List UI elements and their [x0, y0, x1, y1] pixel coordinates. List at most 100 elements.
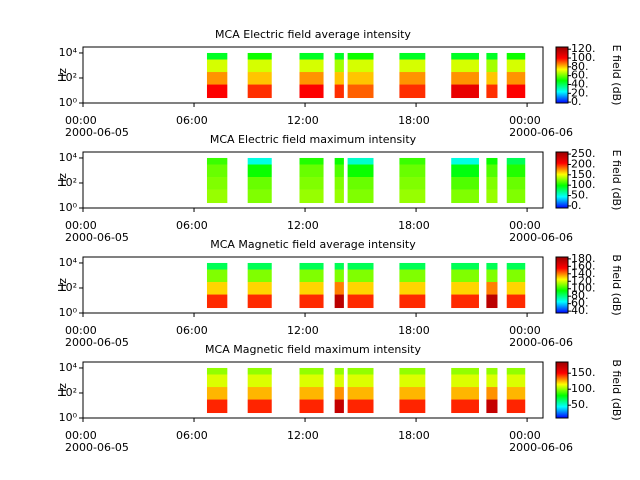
- spectrogram-cell: [299, 262, 324, 270]
- spectrogram-cell: [299, 367, 324, 375]
- x-tick-label: 00:00 2000-06-05: [65, 429, 129, 454]
- colorbar-tick-label: 40.: [571, 304, 589, 317]
- colorbar-tick-label: 180.: [571, 252, 596, 265]
- spectrogram-cell: [334, 282, 344, 295]
- colorbar-tick-label: 40.: [571, 77, 589, 90]
- y-axis-label: Hz: [56, 173, 69, 187]
- colorbar-tick-label: 80.: [571, 60, 589, 73]
- x-tick-label: 12:00: [287, 219, 319, 232]
- spectrogram-cell: [347, 157, 374, 165]
- spectrogram-cell: [347, 282, 374, 295]
- colorbar: [555, 256, 569, 314]
- spectrogram-cell: [399, 177, 426, 190]
- spectrogram-cell: [247, 72, 272, 85]
- spectrogram-cell: [486, 294, 498, 309]
- spectrogram-cell: [399, 269, 426, 283]
- spectrogram-cell: [347, 52, 374, 60]
- spectrogram-cell: [347, 269, 374, 283]
- spectrogram-cell: [451, 282, 479, 295]
- spectrogram-cell: [506, 52, 526, 60]
- colorbar-tick-label: 60.: [571, 297, 589, 310]
- spectrogram-cell: [299, 282, 324, 295]
- y-tick-label: 10⁰: [59, 411, 78, 424]
- x-tick-label: 18:00: [398, 324, 430, 337]
- spectrogram-cell: [247, 374, 272, 388]
- spectrogram-cell: [299, 189, 324, 204]
- spectrogram-cell: [206, 164, 228, 178]
- colorbar-label: E field (dB): [610, 45, 623, 106]
- spectrogram-cell: [334, 84, 344, 99]
- spectrogram-cell: [206, 52, 228, 60]
- spectrogram-cell: [506, 269, 526, 283]
- x-tick-label: 12:00: [287, 114, 319, 127]
- colorbar-label: B field (dB): [610, 254, 623, 315]
- colorbar-tick-label: 80.: [571, 289, 589, 302]
- spectrogram-cell: [347, 59, 374, 73]
- x-tick-label: 00:00 2000-06-05: [65, 324, 129, 349]
- colorbar-tick-label: 20.: [571, 86, 589, 99]
- spectrogram-cell: [247, 294, 272, 309]
- spectrogram-cell: [247, 282, 272, 295]
- spectrogram-cell: [334, 157, 344, 165]
- spectrogram-cell: [247, 269, 272, 283]
- spectrogram-cell: [206, 387, 228, 400]
- x-tick-label: 18:00: [398, 429, 430, 442]
- spectrogram-cell: [247, 367, 272, 375]
- y-tick-label: 10²: [59, 386, 77, 399]
- y-axis-label: Hz: [56, 383, 69, 397]
- spectrogram-cell: [451, 294, 479, 309]
- spectrogram-cell: [299, 399, 324, 414]
- spectrogram-cell: [399, 164, 426, 178]
- colorbar-tick-label: 50.: [571, 189, 589, 202]
- spectrogram-cell: [334, 164, 344, 178]
- spectrogram-cell: [347, 374, 374, 388]
- spectrogram-cell: [206, 157, 228, 165]
- spectrogram-cell: [206, 399, 228, 414]
- colorbar-tick-label: 160.: [571, 259, 596, 272]
- x-tick-label: 06:00: [176, 324, 208, 337]
- spectrogram-cell: [451, 374, 479, 388]
- chart-title: MCA Magnetic field maximum intensity: [205, 343, 421, 356]
- spectrogram-cell: [451, 177, 479, 190]
- spectrogram-cell: [247, 387, 272, 400]
- spectrogram-cell: [247, 84, 272, 99]
- spectrogram-cell: [347, 399, 374, 414]
- x-tick-label: 06:00: [176, 429, 208, 442]
- y-tick-label: 10⁰: [59, 306, 78, 319]
- spectrogram-cell: [334, 72, 344, 85]
- spectrogram-cell: [206, 262, 228, 270]
- spectrogram-cell: [451, 367, 479, 375]
- spectrogram-cell: [247, 177, 272, 190]
- spectrogram-cell: [451, 399, 479, 414]
- colorbar-tick-label: 100.: [571, 382, 596, 395]
- spectrogram-cell: [399, 367, 426, 375]
- spectrogram-cell: [299, 177, 324, 190]
- spectrogram-cell: [334, 269, 344, 283]
- spectrogram-cell: [486, 157, 498, 165]
- spectrogram-cell: [399, 282, 426, 295]
- colorbar-tick-label: 250.: [571, 147, 596, 160]
- spectrogram-cell: [347, 164, 374, 178]
- spectrogram-cell: [486, 52, 498, 60]
- y-tick-label: 10²: [59, 176, 77, 189]
- spectrogram-cell: [506, 59, 526, 73]
- spectrogram-cell: [486, 84, 498, 99]
- x-tick-label: 06:00: [176, 114, 208, 127]
- colorbar-tick-label: 140.: [571, 267, 596, 280]
- spectrogram-cell: [451, 262, 479, 270]
- colorbar-tick-label: 200.: [571, 157, 596, 170]
- y-tick-label: 10⁰: [59, 96, 78, 109]
- spectrogram-cell: [299, 269, 324, 283]
- spectrogram-cell: [299, 52, 324, 60]
- spectrogram-cell: [247, 164, 272, 178]
- x-tick-label: 00:00 2000-06-06: [509, 429, 573, 454]
- spectrogram-cell: [486, 374, 498, 388]
- colorbar: [555, 361, 569, 419]
- x-tick-label: 18:00: [398, 219, 430, 232]
- spectrogram-cell: [486, 164, 498, 178]
- spectrogram-cell: [399, 374, 426, 388]
- spectrogram-cell: [334, 294, 344, 309]
- colorbar-tick-label: 100.: [571, 178, 596, 191]
- spectrogram-cell: [486, 367, 498, 375]
